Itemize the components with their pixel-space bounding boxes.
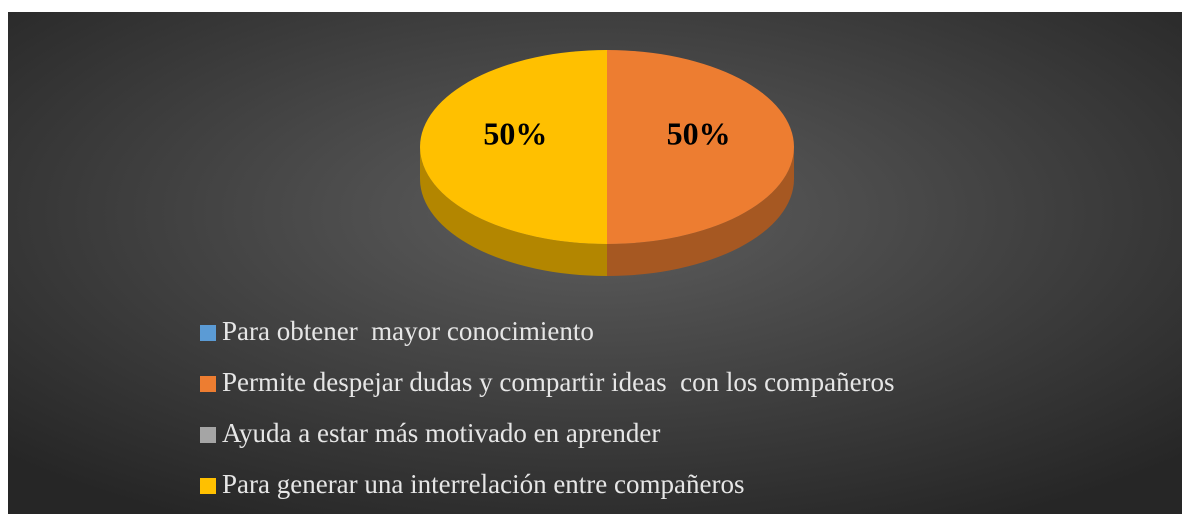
- legend-swatch: [200, 478, 216, 494]
- slice: [607, 50, 794, 244]
- data-label: 50%: [483, 115, 547, 151]
- legend-label: Para obtener mayor conocimiento: [222, 316, 594, 346]
- pie: 50% 50%: [420, 50, 794, 276]
- slice-side: [420, 147, 607, 276]
- slice: [420, 50, 607, 244]
- slice-side: [607, 147, 794, 276]
- legend-swatch: [200, 427, 216, 443]
- legend-swatch: [200, 376, 216, 392]
- legend-label: Permite despejar dudas y compartir ideas…: [222, 367, 895, 397]
- legend-label: Para generar una interrelación entre com…: [222, 469, 744, 499]
- legend-label: Ayuda a estar más motivado en aprender: [222, 418, 660, 448]
- data-label: 50%: [667, 115, 731, 151]
- legend-swatch: [200, 325, 216, 341]
- legend: Para obtener mayor conocimiento Permite d…: [200, 316, 895, 499]
